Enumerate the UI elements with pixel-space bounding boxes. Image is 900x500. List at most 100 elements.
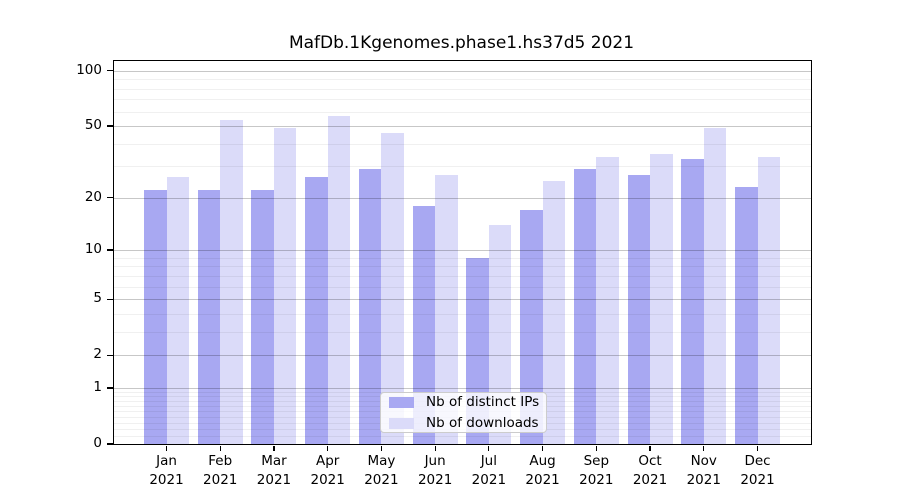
x-tick-label-feb: Feb 2021 [188,452,252,489]
bar-ips-feb [197,190,221,444]
month-label: Apr [315,453,340,469]
y-tick [106,125,113,127]
minor-gridline [113,313,811,315]
month-label: Jan [156,453,177,469]
minor-gridline [113,166,811,168]
minor-gridline [113,436,811,438]
year-label: 2021 [310,471,345,488]
bar-ips-mar [251,190,274,444]
bar-ips-sep [573,168,597,444]
bar-ips-dec [735,187,758,444]
year-label: 2021 [686,471,721,488]
legend-label: Nb of distinct IPs [426,394,540,410]
bar-downloads-oct [650,154,673,444]
y-tick [106,249,113,251]
x-tick-label-may: May 2021 [349,452,413,489]
y-tick [106,298,113,300]
month-label: Dec [744,453,771,469]
bar-downloads-aug [542,180,566,444]
y-tick-label: 100 [76,61,102,78]
x-tick-label-apr: Apr 2021 [296,452,360,489]
minor-gridline [113,331,811,333]
x-tick [219,445,221,451]
x-tick-label-mar: Mar 2021 [242,452,306,489]
legend-entry-downloads: Nb of downloads [389,415,539,431]
bar-downloads-nov [703,127,727,444]
y-tick-label: 1 [93,378,102,395]
bar-downloads-dec [757,156,780,444]
bar-downloads-feb [220,119,243,444]
month-label: Oct [638,453,662,469]
bar-downloads-may [381,132,404,444]
y-tick [106,70,113,72]
x-tick [380,445,382,451]
month-label: Aug [529,453,556,469]
x-tick-label-sep: Sep 2021 [564,452,628,489]
minor-gridline [113,99,811,101]
year-label: 2021 [149,471,184,488]
minor-gridline [113,79,811,81]
x-tick [488,445,490,451]
major-gridline [113,197,811,199]
minor-gridline [113,143,811,145]
y-tick-label: 10 [84,241,102,258]
x-tick-label-jul: Jul 2021 [457,452,521,489]
bar-downloads-sep [596,156,619,444]
month-label: Sep [583,453,610,469]
year-label: 2021 [740,471,775,488]
bar-downloads-jun [435,174,458,444]
bar-downloads-jan [166,177,189,444]
year-label: 2021 [417,471,453,488]
y-tick-label: 20 [84,188,102,205]
month-label: May [367,453,396,469]
bar-ips-jun [412,205,436,444]
y-tick-label: 5 [93,290,102,307]
x-tick-label-dec: Dec 2021 [726,452,790,489]
bar-ips-nov [681,158,704,444]
y-tick-label: 0 [93,435,102,451]
minor-gridline [113,88,811,90]
major-gridline [113,387,811,389]
bar-downloads-mar [273,127,297,444]
bar-downloads-jul [488,225,512,444]
chart-title: MafDb.1Kgenomes.phase1.hs37d5 2021 [288,33,635,53]
x-tick [541,445,544,451]
year-label: 2021 [364,471,399,488]
plot-area [112,60,812,445]
y-tick-label: 2 [93,346,102,363]
x-tick [327,445,329,451]
x-tick-label-jan: Jan 2021 [135,452,199,489]
bar-ips-may [358,168,382,444]
y-tick-label: 50 [84,117,102,134]
minor-gridline [113,275,811,277]
x-tick [703,445,705,451]
minor-gridline [113,111,811,113]
x-tick [273,445,275,451]
major-gridline [113,299,811,301]
major-gridline [113,355,811,357]
year-label: 2021 [471,471,507,488]
bar-ips-oct [627,174,651,444]
bar-downloads-apr [327,115,351,444]
legend-label: Nb of downloads [426,415,539,431]
year-label: 2021 [632,471,668,488]
y-tick [106,354,113,356]
month-label: Jul [480,453,497,469]
minor-gridline [113,286,811,288]
legend-entry-ips: Nb of distinct IPs [389,394,540,410]
legend-swatch-downloads [389,417,414,429]
x-tick [595,445,597,451]
minor-gridline [113,257,811,259]
x-tick [165,445,168,451]
major-gridline [113,126,811,128]
month-label: Mar [261,453,287,469]
minor-gridline [113,266,811,268]
y-tick [106,443,113,445]
major-gridline [113,70,811,72]
legend: Nb of distinct IPs Nb of downloads [380,392,547,433]
bar-ips-apr [305,177,328,444]
bar-ips-jan [144,190,167,444]
x-tick-label-nov: Nov 2021 [672,452,736,489]
y-tick [106,197,113,199]
